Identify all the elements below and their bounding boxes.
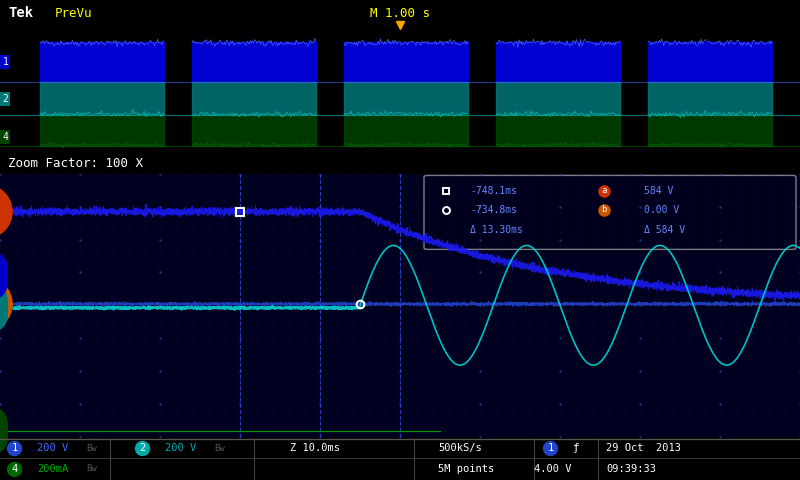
Text: 1: 1 xyxy=(547,443,554,453)
Text: Zoom Factor: 100 X: Zoom Factor: 100 X xyxy=(8,157,143,170)
Text: 200mA: 200mA xyxy=(37,464,68,474)
FancyBboxPatch shape xyxy=(424,175,796,250)
Text: 584 V: 584 V xyxy=(644,186,674,196)
Text: -748.1ms: -748.1ms xyxy=(470,186,518,196)
Text: 200 V: 200 V xyxy=(37,443,68,453)
Text: Δ 13.30ms: Δ 13.30ms xyxy=(470,225,523,235)
Text: Bw: Bw xyxy=(214,444,225,453)
Text: 4: 4 xyxy=(2,132,8,142)
Text: 09:39:33: 09:39:33 xyxy=(606,464,656,474)
Text: 500kS/s: 500kS/s xyxy=(438,443,482,453)
Text: 1: 1 xyxy=(2,57,8,67)
Text: Tek: Tek xyxy=(8,6,33,20)
Text: Δ 584 V: Δ 584 V xyxy=(644,225,685,235)
Text: 4.00 V: 4.00 V xyxy=(534,464,572,474)
Text: 2: 2 xyxy=(139,443,146,453)
Text: PreVu: PreVu xyxy=(54,7,92,20)
Text: 200 V: 200 V xyxy=(165,443,196,453)
Text: ƒ: ƒ xyxy=(573,443,579,453)
Text: 29 Oct  2013: 29 Oct 2013 xyxy=(606,443,682,453)
Text: 1: 1 xyxy=(11,443,18,453)
Text: -734.8ms: -734.8ms xyxy=(470,205,518,215)
Text: Bw: Bw xyxy=(86,464,97,473)
Text: 0.00 V: 0.00 V xyxy=(644,205,679,215)
Text: 2: 2 xyxy=(2,94,8,104)
Text: 4: 4 xyxy=(11,464,18,474)
Text: M 1.00 s: M 1.00 s xyxy=(370,7,430,20)
Text: a: a xyxy=(602,186,606,195)
Text: Z 10.0ms: Z 10.0ms xyxy=(290,443,339,453)
Text: b: b xyxy=(602,205,606,215)
Text: 5M points: 5M points xyxy=(438,464,494,474)
Text: Bw: Bw xyxy=(86,444,97,453)
